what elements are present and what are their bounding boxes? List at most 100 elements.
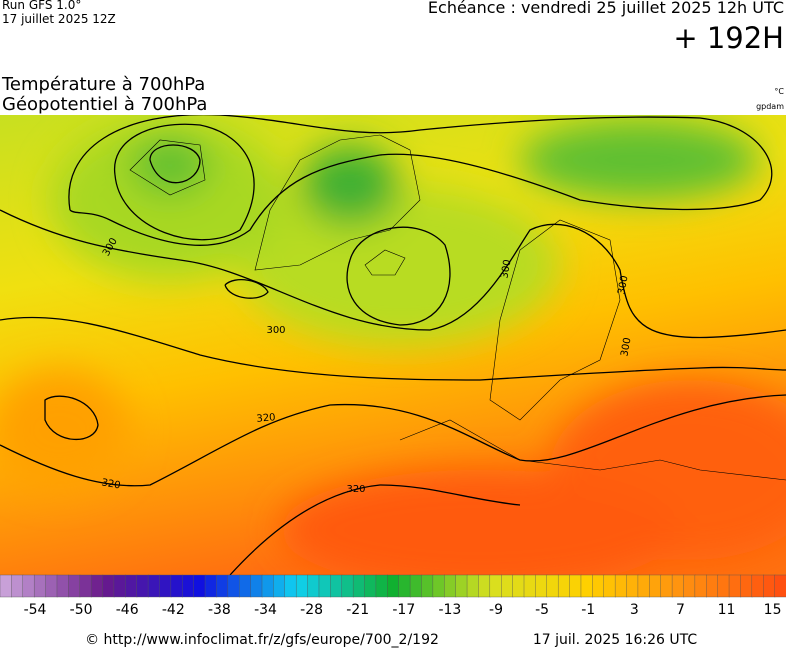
colorbar-cell (193, 574, 206, 598)
colorbar-cell (147, 574, 161, 598)
colorbar-cell (694, 574, 707, 598)
colorbar-cell (136, 574, 149, 598)
colorbar-cell (728, 574, 742, 598)
colorbar-cell (56, 574, 70, 598)
colorbar-cell (660, 574, 673, 598)
colorbar-cell (216, 574, 229, 598)
colorbar-tick-label: -54 (24, 602, 47, 618)
colorbar-cell (432, 574, 445, 598)
colorbar-cell (295, 574, 309, 598)
colorbar-cell (79, 574, 92, 598)
colorbar-tick-label: -13 (438, 602, 461, 618)
colorbar-cell (159, 574, 172, 598)
colorbar-cell (409, 574, 423, 598)
colorbar-cell (239, 574, 252, 598)
colorbar-cell (204, 574, 218, 598)
temperature-field (0, 120, 786, 575)
colorbar-tick-label: -46 (116, 602, 139, 618)
colorbar-cell (466, 574, 480, 598)
colorbar-cell (387, 574, 400, 598)
colorbar-tick-label: -50 (70, 602, 93, 618)
coastlines (129, 134, 786, 481)
colorbar-cell (182, 574, 195, 598)
colorbar-cell (0, 574, 13, 598)
unit-geopotential: gpdam (756, 102, 784, 111)
colorbar-tick-label: -17 (392, 602, 415, 618)
colorbar-cell (637, 574, 651, 598)
contour-label: 300 (499, 259, 513, 280)
colorbar-cell (341, 574, 354, 598)
colorbar-cell (455, 574, 468, 598)
colorbar-cell (284, 574, 297, 598)
colorbar-cell (478, 574, 491, 598)
colorbar-cell (523, 574, 537, 598)
colorbar-cell (614, 574, 628, 598)
colorbar-cell (102, 574, 115, 598)
colorbar-cell (557, 574, 571, 598)
contour-label: 320 (256, 412, 276, 425)
colorbar-cell (626, 574, 639, 598)
colorbar-tick-label: -5 (535, 602, 549, 618)
colorbar-cell (751, 574, 764, 598)
colorbar-cell (421, 574, 434, 598)
colorbar-cell (227, 574, 240, 598)
geopotential-contours (0, 115, 786, 575)
colorbar-cell (364, 574, 377, 598)
contour-label: 320 (101, 477, 122, 491)
colorbar-cell (580, 574, 594, 598)
colorbar-cell (375, 574, 389, 598)
contour-label: 320 (346, 484, 365, 495)
colorbar-cell (318, 574, 332, 598)
run-label: Run GFS 1.0° (2, 0, 81, 12)
colorbar-tick-label: 11 (718, 602, 736, 618)
colorbar-tick-label: -42 (162, 602, 185, 618)
colorbar-cell (90, 574, 104, 598)
colorbar-cell (592, 574, 605, 598)
colorbar-cell (512, 574, 525, 598)
colorbar-cell (444, 574, 457, 598)
colorbar-cell (740, 574, 753, 598)
run-date: 17 juillet 2025 12Z (2, 12, 116, 26)
colorbar-cell (603, 574, 616, 598)
colorbar-cell (352, 574, 366, 598)
colorbar-cell (261, 574, 275, 598)
colorbar-tick-label: -9 (489, 602, 503, 618)
colorbar-cell (330, 574, 343, 598)
colorbar-ticks: -54 -50 -46 -42 -38 -34 -28 -21 -17 -13 -9 -5 -1 3 7 11… (24, 602, 782, 618)
colorbar-cell (683, 574, 696, 598)
contour-label: 300 (619, 337, 633, 358)
colorbar-cell (125, 574, 138, 598)
colorbar-cell (68, 574, 81, 598)
colorbar-cell (569, 574, 582, 598)
colorbar-cell (717, 574, 730, 598)
colorbar-tick-label: 15 (764, 602, 782, 618)
title-temperature: Température à 700hPa (1, 74, 205, 95)
colorbar-cell (774, 574, 786, 598)
unit-temperature: °C (774, 87, 784, 96)
colorbar-cell (535, 574, 548, 598)
colorbar-cell (11, 574, 24, 598)
colorbar-cell (45, 574, 58, 598)
colorbar-cell (250, 574, 263, 598)
contour-label: 300 (616, 275, 630, 296)
colorbar-cell (671, 574, 685, 598)
colorbar-tick-label: -34 (254, 602, 277, 618)
colorbar-tick-label: 7 (676, 602, 685, 618)
contour-label: 300 (266, 325, 285, 336)
colorbar-cell (33, 574, 47, 598)
colorbar-cell (113, 574, 127, 598)
colorbar-cell (649, 574, 662, 598)
colorbar-tick-label: 3 (630, 602, 639, 618)
colorbar-cell (546, 574, 559, 598)
title-geopotential: Géopotentiel à 700hPa (2, 94, 207, 115)
colorbar-cell (307, 574, 320, 598)
colorbar-cell (763, 574, 776, 598)
footer-url: © http://www.infoclimat.fr/z/gfs/europe/… (85, 632, 439, 648)
colorbar-cell (398, 574, 411, 598)
colorbar-cell (501, 574, 514, 598)
colorbar-tick-label: -38 (208, 602, 231, 618)
colorbar (0, 574, 786, 598)
